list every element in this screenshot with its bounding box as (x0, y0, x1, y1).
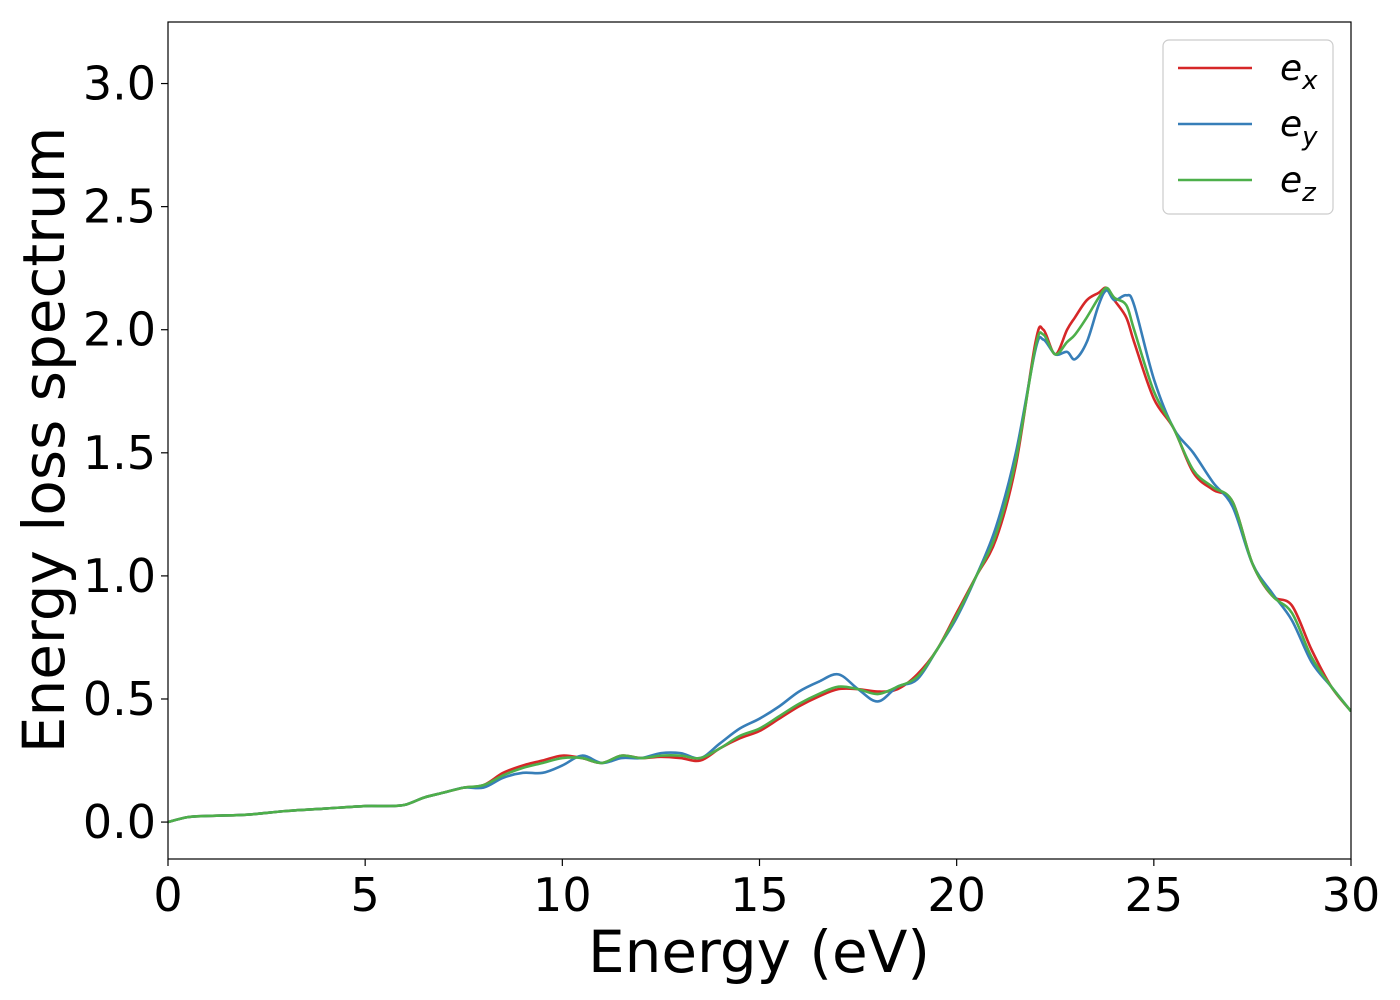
y-tick-label: 0.5 (83, 672, 156, 726)
legend-box (1162, 39, 1334, 215)
y-axis-label: Energy loss spectrum (10, 127, 78, 753)
x-axis-label: Energy (eV) (588, 918, 930, 986)
y-tick-label: 2.5 (83, 180, 156, 234)
legend: ex ey ez (1162, 39, 1334, 215)
y-tick-label: 2.0 (83, 303, 156, 357)
y-axis-ticks: 0.0 0.5 1.0 1.5 2.0 2.5 3.0 (83, 57, 168, 849)
y-tick-label: 1.0 (83, 549, 156, 603)
x-tick-label: 30 (1322, 868, 1381, 922)
legend-label-z: ez (1280, 160, 1317, 208)
series-line-z (168, 286, 1351, 824)
legend-label-y: ey (1280, 104, 1318, 152)
x-tick-label: 0 (153, 868, 182, 922)
y-tick-label: 3.0 (83, 57, 156, 111)
x-tick-label: 15 (730, 868, 789, 922)
y-tick-label: 1.5 (83, 426, 156, 480)
y-tick-label: 0.0 (83, 795, 156, 849)
series-layer (168, 286, 1351, 824)
x-tick-label: 25 (1125, 868, 1184, 922)
x-tick-label: 10 (533, 868, 592, 922)
x-tick-label: 20 (927, 868, 986, 922)
legend-label-x: ex (1280, 48, 1318, 96)
x-tick-label: 5 (351, 868, 380, 922)
x-axis-ticks: 0 5 10 15 20 25 30 (153, 859, 1380, 922)
